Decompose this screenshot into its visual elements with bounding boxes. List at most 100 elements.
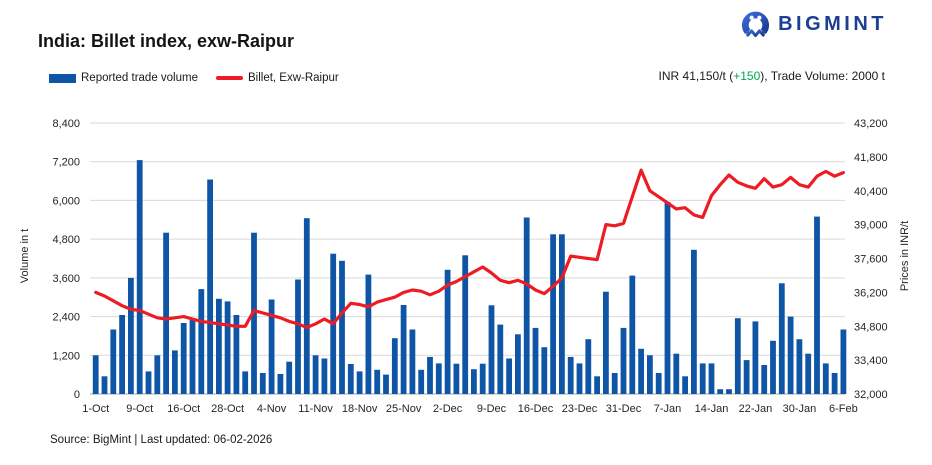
price-summary: INR 41,150/t (+150), Trade Volume: 2000 …: [659, 69, 885, 83]
volume-bar: [682, 376, 688, 394]
volume-bar: [761, 365, 768, 394]
y-left-tick-label: 8,400: [52, 118, 80, 130]
legend-label-price: Billet, Exw-Raipur: [247, 72, 339, 84]
y-left-tick-label: 3,600: [52, 273, 80, 285]
volume-bar: [620, 327, 627, 394]
volume-bar: [471, 369, 477, 394]
x-tick-label: 18-Nov: [342, 403, 378, 415]
y-right-tick-label: 40,400: [854, 186, 888, 198]
volume-bar: [462, 255, 469, 394]
legend-item-volume: Reported trade volume: [49, 72, 198, 84]
y-left-tick-label: 6,000: [52, 195, 80, 207]
volume-bar: [585, 339, 592, 394]
legend-item-price: Billet, Exw-Raipur: [215, 72, 339, 84]
volume-bar: [717, 389, 724, 394]
volume-bar: [743, 360, 750, 394]
volume-bar: [778, 283, 785, 394]
price-summary-suffix: ), Trade Volume: 2000 t: [760, 69, 885, 83]
volume-bar: [629, 275, 636, 394]
y-left-tick-label: 0: [74, 389, 80, 401]
x-tick-label: 9-Dec: [477, 403, 507, 415]
y-right-tick-label: 43,200: [854, 118, 888, 130]
volume-bar: [110, 329, 117, 394]
price-swatch-icon: [215, 76, 243, 80]
x-tick-label: 16-Oct: [167, 403, 200, 415]
volume-bar: [603, 291, 609, 394]
volume-bar: [198, 289, 205, 394]
volume-bar: [391, 338, 398, 394]
volume-bar: [154, 355, 161, 394]
volume-bar: [664, 202, 671, 394]
volume-bar: [172, 350, 178, 394]
y-right-tick-label: 32,000: [854, 389, 888, 401]
y-left-tick-label: 2,400: [52, 312, 80, 324]
volume-bar: [541, 347, 548, 394]
y-right-tick-label: 39,000: [854, 220, 888, 232]
bigmint-logo: BIGMINT: [740, 9, 887, 40]
price-line: [94, 168, 846, 330]
volume-bar: [128, 277, 134, 394]
volume-bar: [435, 363, 442, 394]
bigmint-logo-icon: [742, 11, 770, 38]
volume-bar: [207, 179, 213, 394]
volume-bar: [559, 234, 565, 394]
volume-bar: [673, 353, 680, 394]
chart-legend: Reported trade volume Billet, Exw-Raipur: [49, 72, 339, 84]
x-tick-label: 11-Nov: [298, 403, 333, 415]
volume-bar: [339, 260, 345, 394]
y-right-tick-label: 41,800: [854, 152, 888, 164]
volume-bar: [303, 218, 310, 394]
volume-swatch-icon: [49, 73, 76, 83]
x-tick-label: 1-Oct: [82, 403, 109, 415]
volume-bar: [734, 318, 741, 394]
volume-bar: [515, 334, 521, 394]
volume-bar: [365, 274, 372, 394]
volume-bar: [831, 373, 838, 394]
legend-label-volume: Reported trade volume: [81, 72, 198, 84]
y-axis-title-right: Prices in INR/t: [899, 220, 911, 292]
x-tick-label: 9-Oct: [126, 403, 153, 415]
volume-bar: [814, 216, 820, 394]
y-right-tick-label: 34,800: [854, 321, 888, 333]
bigmint-logo-text: BIGMINT: [778, 13, 887, 35]
footer-source: Source: BigMint | Last updated: 06-02-20…: [50, 434, 273, 446]
volume-bar: [497, 324, 504, 394]
volume-bar: [805, 353, 812, 394]
x-tick-label: 2-Dec: [433, 403, 463, 415]
volume-bar: [268, 299, 275, 394]
volume-bar: [576, 363, 583, 394]
y-right-tick-label: 36,200: [854, 287, 888, 299]
volume-bar: [418, 369, 425, 394]
volume-bar: [840, 329, 847, 394]
x-tick-label: 7-Jan: [654, 403, 682, 415]
price-change: +150: [733, 69, 761, 83]
volume-bar: [427, 356, 433, 394]
volume-bar: [145, 371, 152, 394]
volume-bar: [567, 356, 574, 394]
x-tick-label: 4-Nov: [257, 403, 287, 415]
x-tick-label: 30-Jan: [783, 403, 817, 415]
volume-bar: [752, 321, 759, 394]
x-tick-label: 28-Oct: [211, 403, 244, 415]
y-left-tick-label: 1,200: [52, 350, 80, 362]
volume-bar: [409, 329, 416, 394]
volume-bar: [189, 319, 196, 394]
volume-bar: [92, 355, 99, 394]
volume-bar: [479, 363, 486, 394]
volume-bar: [770, 340, 776, 394]
volume-bar: [259, 373, 266, 394]
y-right-tick-label: 33,400: [854, 355, 888, 367]
x-tick-label: 22-Jan: [739, 403, 773, 415]
volume-bar: [374, 369, 381, 394]
volume-bar: [699, 363, 706, 394]
y-axis-title-left: Volume in t: [19, 228, 31, 284]
volume-bar: [136, 160, 143, 394]
volume-bar: [356, 371, 363, 394]
x-tick-label: 31-Dec: [606, 403, 642, 415]
volume-bar: [295, 279, 301, 394]
volume-bar: [691, 249, 697, 394]
volume-bar: [532, 327, 539, 394]
volume-bar: [216, 298, 222, 394]
y-left-tick-label: 7,200: [52, 157, 80, 169]
volume-bar: [726, 389, 732, 394]
